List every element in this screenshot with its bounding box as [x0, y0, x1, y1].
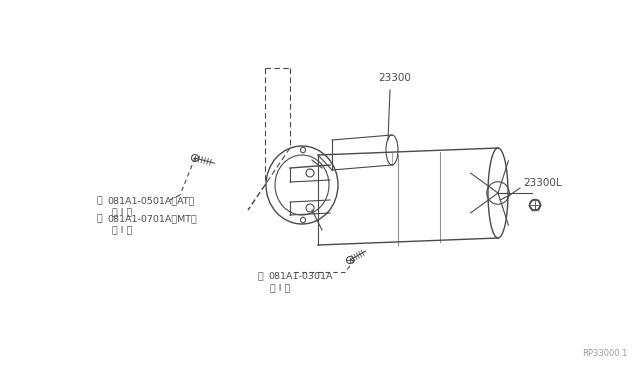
Text: Ⓑ: Ⓑ	[97, 214, 103, 223]
Text: 081A1-0301A: 081A1-0301A	[268, 272, 333, 281]
Text: 081A1-0701A〈MT〉: 081A1-0701A〈MT〉	[107, 214, 196, 223]
Text: RP33000.1: RP33000.1	[582, 349, 628, 358]
Text: 23300L: 23300L	[523, 178, 562, 188]
Text: 〈 I 〉: 〈 I 〉	[112, 207, 132, 216]
Text: Ⓑ: Ⓑ	[258, 272, 264, 281]
Text: 081A1-0501A〈AT〉: 081A1-0501A〈AT〉	[107, 196, 195, 205]
Text: 〈 I 〉: 〈 I 〉	[270, 283, 291, 292]
Text: 23300: 23300	[379, 73, 412, 83]
Text: Ⓑ: Ⓑ	[97, 196, 103, 205]
Text: 〈 I 〉: 〈 I 〉	[112, 225, 132, 234]
